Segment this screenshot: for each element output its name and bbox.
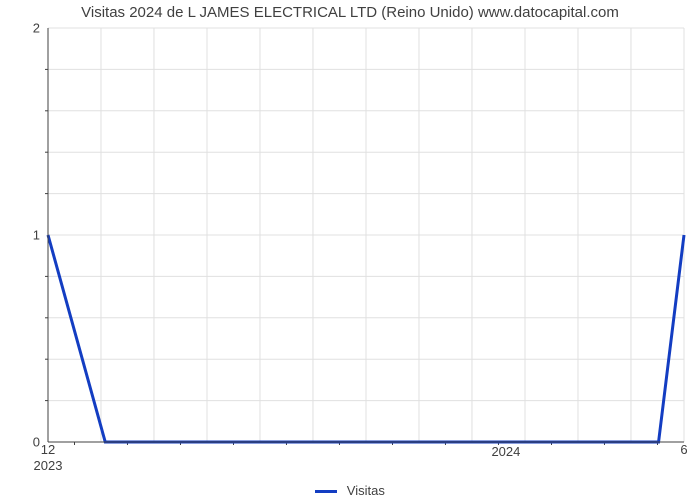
grid-lines: [48, 28, 684, 442]
legend-swatch: [315, 490, 337, 493]
plot-area: [48, 28, 684, 442]
x-tick-label: 12: [41, 442, 55, 457]
minor-ticks: [45, 69, 657, 445]
y-tick-label: 0: [33, 435, 40, 450]
y-tick-label: 2: [33, 21, 40, 36]
chart-title: Visitas 2024 de L JAMES ELECTRICAL LTD (…: [0, 4, 700, 21]
legend-label: Visitas: [347, 483, 385, 498]
y-tick-label: 1: [33, 228, 40, 243]
chart-container: Visitas 2024 de L JAMES ELECTRICAL LTD (…: [0, 0, 700, 500]
legend: Visitas: [0, 483, 700, 498]
x-tick-label: 6: [680, 442, 687, 457]
x-year-label: 2023: [34, 458, 63, 473]
x-year-label: 2024: [491, 444, 520, 459]
